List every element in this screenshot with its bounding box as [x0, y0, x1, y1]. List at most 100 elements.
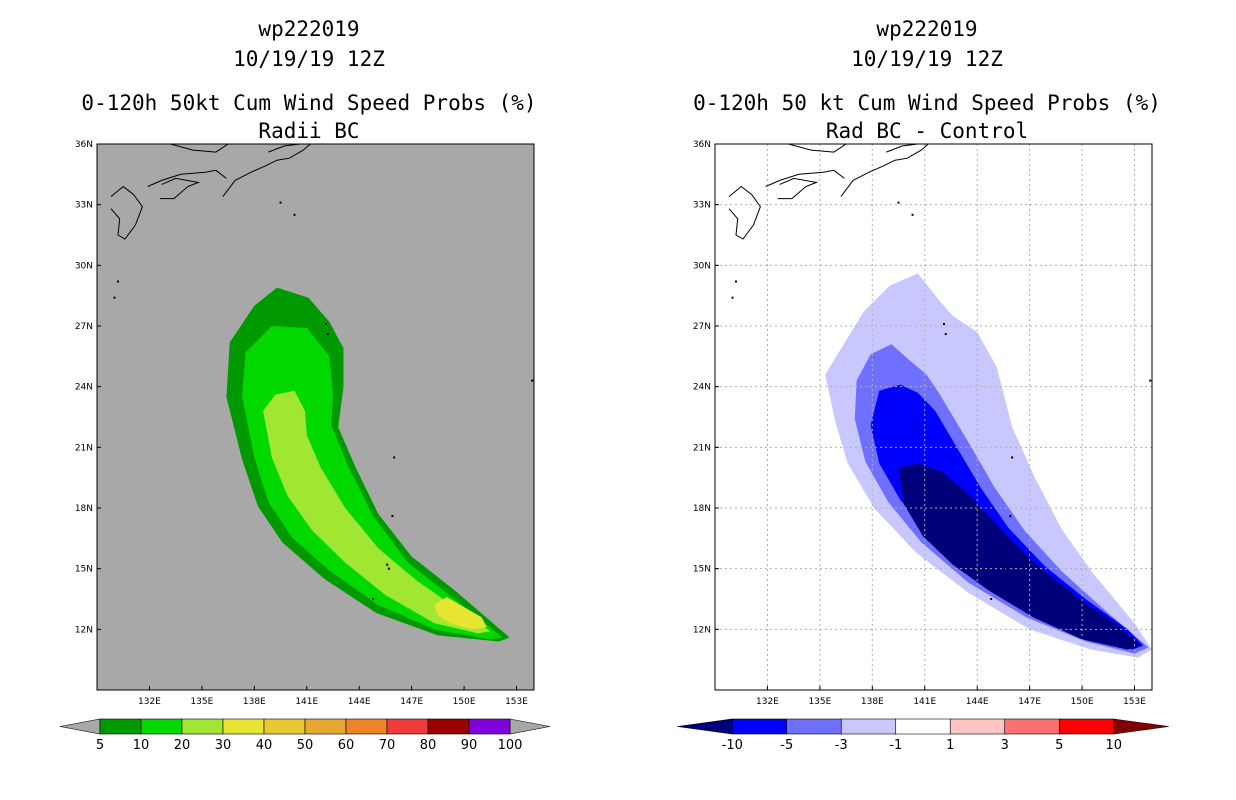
chart-title-line-4: Radii BC — [258, 119, 359, 143]
island-mark-1 — [293, 213, 296, 216]
y-tick-label: 30N — [75, 261, 93, 271]
colorbar-swatch — [222, 718, 265, 735]
colorbar-label: 40 — [256, 738, 273, 753]
colorbar-swatch — [181, 718, 224, 735]
coastline-3 — [110, 185, 143, 240]
colorbar-label: 3 — [1001, 738, 1009, 753]
colorbar-swatch — [263, 718, 306, 735]
y-tick-label: 27N — [693, 322, 711, 332]
contour-left-10 — [242, 326, 503, 640]
colorbar-high-arrow — [509, 718, 551, 735]
colorbar-swatch — [949, 718, 1006, 735]
y-tick-label: 12N — [75, 625, 93, 635]
coastline-4 — [268, 144, 300, 153]
coastline-0 — [222, 144, 311, 197]
island-mark-7 — [391, 515, 394, 518]
contour-right--10 — [898, 463, 1140, 650]
x-tick-label: 135E — [190, 697, 213, 707]
map-content — [715, 144, 1152, 690]
island-mark-5 — [1005, 567, 1008, 570]
x-tick-label: 147E — [1018, 697, 1041, 707]
x-tick-label: 141E — [295, 697, 318, 707]
colorbar-swatch — [895, 718, 951, 735]
island-mark-8 — [1011, 456, 1014, 459]
colorbar-swatch — [304, 718, 347, 735]
island-mark-6 — [372, 598, 375, 600]
colorbar-label: 5 — [1055, 738, 1063, 753]
panel-left: wp222019 10/19/19 12Z 0-120h 50kt Cum Wind… — [59, 17, 551, 753]
colorbar-label: 10 — [1105, 738, 1122, 753]
island-mark-9 — [116, 280, 119, 283]
y-tick-label: 18N — [75, 504, 93, 514]
contour-left-30 — [434, 597, 487, 630]
coastline-5 — [788, 144, 847, 153]
y-tick-label: 36N — [75, 140, 93, 150]
island-mark-8 — [393, 456, 396, 459]
x-tick-label: 147E — [400, 697, 423, 707]
map-content — [110, 144, 534, 642]
island-mark-5 — [387, 567, 390, 570]
colorbar-label: -3 — [835, 738, 848, 753]
chart-title-line-2: 10/19/19 12Z — [851, 47, 1003, 71]
colorbar-label: 60 — [338, 738, 355, 753]
island-mark-7 — [1009, 515, 1012, 518]
colorbar-label: 70 — [379, 738, 396, 753]
colorbar-label: 30 — [215, 738, 232, 753]
colorbar-label: 90 — [461, 738, 478, 753]
colorbar-high-arrow — [1113, 718, 1169, 735]
chart-title-line-4: Rad BC - Control — [826, 119, 1028, 143]
y-tick-label: 12N — [693, 625, 711, 635]
colorbar-swatch — [1004, 718, 1060, 735]
y-tick-label: 30N — [693, 261, 711, 271]
island-mark-3 — [944, 333, 947, 336]
colorbar-label: 10 — [133, 738, 150, 753]
y-tick-label: 15N — [75, 565, 93, 575]
colorbar-label: 1 — [946, 738, 954, 753]
colorbar-swatch — [1058, 718, 1115, 735]
y-tick-label: 21N — [75, 443, 93, 453]
y-tick-label: 21N — [693, 443, 711, 453]
island-mark-10 — [731, 296, 734, 299]
x-tick-label: 138E — [861, 697, 884, 707]
x-tick-label: 138E — [243, 697, 266, 707]
x-tick-label: 144E — [966, 697, 989, 707]
colorbar-swatch — [468, 718, 511, 735]
island-mark-0 — [279, 201, 282, 204]
panel-right: wp222019 10/19/19 12Z 0-120h 50 kt Cum Win… — [677, 17, 1169, 753]
colorbar-swatch — [140, 718, 183, 735]
coastline-2 — [777, 177, 819, 200]
island-mark-3 — [326, 333, 329, 336]
colorbar-swatch — [99, 718, 142, 735]
chart-title-line-3: 0-120h 50 kt Cum Wind Speed Probs (%) — [693, 91, 1161, 115]
colorbar-swatch — [840, 718, 897, 735]
contour-left-20 — [263, 390, 491, 634]
coastline-3 — [728, 185, 761, 240]
map-frame — [96, 143, 535, 691]
colorbar-label: -1 — [889, 738, 902, 753]
x-tick-label: 132E — [138, 697, 161, 707]
coastline-5 — [170, 144, 229, 153]
map-frame — [714, 143, 1153, 691]
chart-title-line-3: 0-120h 50kt Cum Wind Speed Probs (%) — [81, 91, 536, 115]
y-tick-label: 27N — [75, 322, 93, 332]
coastline-2 — [159, 177, 201, 200]
island-mark-11 — [1149, 379, 1152, 382]
y-tick-label: 33N — [693, 201, 711, 211]
x-tick-label: 150E — [1071, 697, 1094, 707]
x-tick-label: 135E — [808, 697, 831, 707]
coastline-1 — [147, 169, 227, 187]
island-mark-10 — [113, 296, 116, 299]
island-mark-6 — [990, 598, 993, 600]
colorbar-swatch — [427, 718, 470, 735]
y-tick-label: 36N — [693, 140, 711, 150]
colorbar-low-arrow — [677, 718, 733, 735]
colorbar-label: -5 — [780, 738, 793, 753]
island-mark-2 — [942, 322, 945, 325]
island-mark-9 — [734, 280, 737, 283]
colorbar-label: 5 — [96, 738, 104, 753]
coastline-0 — [840, 144, 929, 197]
y-tick-label: 15N — [693, 565, 711, 575]
x-tick-label: 153E — [1123, 697, 1146, 707]
island-mark-4 — [1004, 563, 1007, 566]
